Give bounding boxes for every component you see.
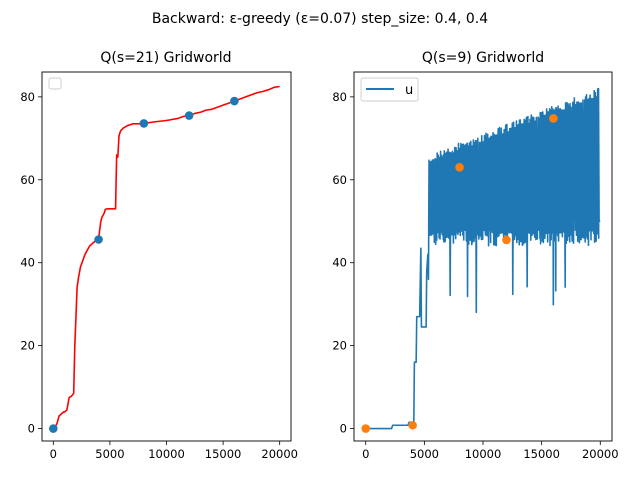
data-point-1-2	[455, 163, 464, 172]
data-point-0-4	[230, 96, 239, 106]
x-tick-label: 10000	[465, 447, 502, 461]
y-tick-label: 40	[332, 256, 347, 270]
y-tick-label: 20	[20, 339, 35, 353]
y-tick-label: 40	[20, 256, 35, 270]
data-point-0-0	[49, 424, 58, 433]
left-ticks: 0 5000 10000 15000 20000 0 20 40 60 80	[20, 90, 298, 461]
x-tick-label: 5000	[410, 447, 439, 461]
y-tick-label: 20	[332, 339, 347, 353]
x-tick-label: 0	[50, 447, 57, 461]
right-legend: u	[360, 77, 419, 102]
right-plot-area	[361, 87, 601, 433]
x-tick-label: 15000	[523, 447, 560, 461]
data-point-0-2	[139, 119, 149, 128]
series-line-0-0	[52, 85, 280, 430]
data-point-0-1	[94, 235, 103, 244]
data-point-1-3	[502, 235, 511, 245]
x-tick-label: 5000	[95, 447, 124, 461]
data-point-1-4	[549, 114, 558, 123]
y-tick-label: 0	[28, 422, 35, 436]
x-tick-label: 20000	[582, 447, 619, 461]
right-axes-title: Q(s=9) Gridworld	[422, 50, 544, 66]
data-point-1-0	[361, 424, 371, 433]
figure-suptitle: Backward: ε-greedy (ε=0.07) step_size: 0…	[152, 11, 488, 27]
legend-label-u: u	[405, 83, 413, 98]
x-tick-label: 10000	[148, 447, 185, 461]
y-tick-label: 60	[20, 173, 35, 187]
right-axes: Q(s=9) Gridworld 0 5000 10000 15000 20000 0 20…	[332, 50, 618, 461]
y-tick-label: 80	[332, 90, 347, 104]
x-tick-label: 0	[362, 447, 369, 461]
left-legend-box	[48, 77, 62, 90]
series-line-1-0	[365, 87, 601, 430]
x-tick-label: 15000	[205, 447, 242, 461]
left-axes: Q(s=21) Gridworld 0 5000 10000 15000 20000 0 2…	[20, 50, 298, 461]
y-tick-label: 80	[20, 90, 35, 104]
left-plot-area	[49, 85, 280, 433]
data-point-1-1	[408, 420, 417, 430]
y-tick-label: 60	[332, 173, 347, 187]
right-ticks: 0 5000 10000 15000 20000 0 20 40 60 80	[332, 90, 618, 461]
y-tick-label: 0	[340, 422, 347, 436]
left-axes-title: Q(s=21) Gridworld	[100, 50, 231, 66]
x-tick-label: 20000	[261, 447, 298, 461]
data-point-0-3	[184, 111, 194, 120]
